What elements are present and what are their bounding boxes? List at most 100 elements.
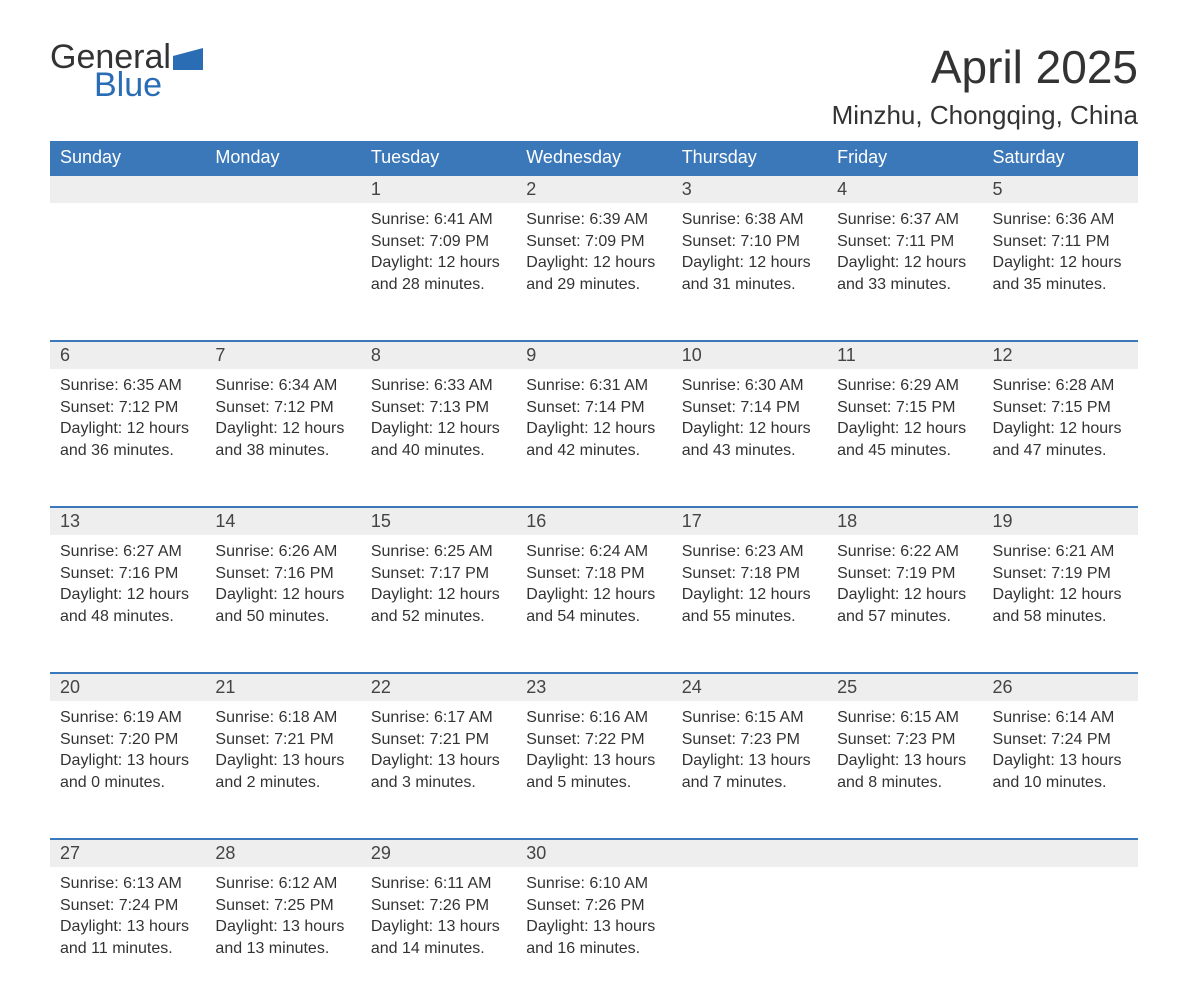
- daylight-line1: Daylight: 13 hours: [60, 916, 195, 938]
- sunrise-text: Sunrise: 6:18 AM: [215, 707, 350, 729]
- empty-day-number: [672, 839, 827, 867]
- daylight-line2: and 43 minutes.: [682, 440, 817, 462]
- day-content-row: Sunrise: 6:27 AMSunset: 7:16 PMDaylight:…: [50, 535, 1138, 673]
- sunset-text: Sunset: 7:23 PM: [837, 729, 972, 751]
- day-number: 6: [50, 341, 205, 369]
- sunset-text: Sunset: 7:13 PM: [371, 397, 506, 419]
- sunset-text: Sunset: 7:24 PM: [60, 895, 195, 917]
- empty-day-number: [205, 175, 360, 203]
- day-content-row: Sunrise: 6:19 AMSunset: 7:20 PMDaylight:…: [50, 701, 1138, 839]
- sunset-text: Sunset: 7:11 PM: [837, 231, 972, 253]
- daylight-line1: Daylight: 12 hours: [682, 418, 817, 440]
- sunset-text: Sunset: 7:19 PM: [993, 563, 1128, 585]
- daylight-line2: and 42 minutes.: [526, 440, 661, 462]
- daylight-line1: Daylight: 12 hours: [682, 584, 817, 606]
- daylight-line1: Daylight: 13 hours: [215, 750, 350, 772]
- day-number: 7: [205, 341, 360, 369]
- day-number: 21: [205, 673, 360, 701]
- day-number: 11: [827, 341, 982, 369]
- day-cell: Sunrise: 6:25 AMSunset: 7:17 PMDaylight:…: [361, 535, 516, 673]
- sunrise-text: Sunrise: 6:41 AM: [371, 209, 506, 231]
- daylight-line1: Daylight: 12 hours: [993, 418, 1128, 440]
- weekday-header: Sunday: [50, 141, 205, 175]
- day-number: 3: [672, 175, 827, 203]
- daylight-line1: Daylight: 13 hours: [526, 916, 661, 938]
- daylight-line1: Daylight: 12 hours: [371, 418, 506, 440]
- day-number-row: 20212223242526: [50, 673, 1138, 701]
- sunset-text: Sunset: 7:19 PM: [837, 563, 972, 585]
- sunrise-text: Sunrise: 6:33 AM: [371, 375, 506, 397]
- daylight-line2: and 3 minutes.: [371, 772, 506, 794]
- sunset-text: Sunset: 7:11 PM: [993, 231, 1128, 253]
- day-number: 24: [672, 673, 827, 701]
- day-cell: Sunrise: 6:10 AMSunset: 7:26 PMDaylight:…: [516, 867, 671, 1005]
- sunset-text: Sunset: 7:24 PM: [993, 729, 1128, 751]
- day-number: 14: [205, 507, 360, 535]
- sunset-text: Sunset: 7:18 PM: [526, 563, 661, 585]
- day-number: 19: [983, 507, 1138, 535]
- daylight-line1: Daylight: 12 hours: [371, 252, 506, 274]
- day-number: 13: [50, 507, 205, 535]
- day-cell: Sunrise: 6:15 AMSunset: 7:23 PMDaylight:…: [672, 701, 827, 839]
- day-cell: Sunrise: 6:38 AMSunset: 7:10 PMDaylight:…: [672, 203, 827, 341]
- daylight-line1: Daylight: 12 hours: [526, 252, 661, 274]
- daylight-line2: and 7 minutes.: [682, 772, 817, 794]
- daylight-line1: Daylight: 12 hours: [215, 584, 350, 606]
- daylight-line1: Daylight: 13 hours: [215, 916, 350, 938]
- day-cell: Sunrise: 6:11 AMSunset: 7:26 PMDaylight:…: [361, 867, 516, 1005]
- sunrise-text: Sunrise: 6:19 AM: [60, 707, 195, 729]
- month-title: April 2025: [832, 40, 1138, 94]
- sunset-text: Sunset: 7:16 PM: [215, 563, 350, 585]
- daylight-line1: Daylight: 13 hours: [837, 750, 972, 772]
- daylight-line2: and 16 minutes.: [526, 938, 661, 960]
- daylight-line2: and 40 minutes.: [371, 440, 506, 462]
- daylight-line1: Daylight: 12 hours: [993, 584, 1128, 606]
- daylight-line1: Daylight: 12 hours: [837, 418, 972, 440]
- day-number: 8: [361, 341, 516, 369]
- sunset-text: Sunset: 7:21 PM: [371, 729, 506, 751]
- day-cell: Sunrise: 6:31 AMSunset: 7:14 PMDaylight:…: [516, 369, 671, 507]
- sunset-text: Sunset: 7:09 PM: [526, 231, 661, 253]
- daylight-line2: and 45 minutes.: [837, 440, 972, 462]
- sunset-text: Sunset: 7:18 PM: [682, 563, 817, 585]
- day-number: 20: [50, 673, 205, 701]
- empty-day-number: [50, 175, 205, 203]
- daylight-line2: and 47 minutes.: [993, 440, 1128, 462]
- daylight-line2: and 11 minutes.: [60, 938, 195, 960]
- day-cell: Sunrise: 6:17 AMSunset: 7:21 PMDaylight:…: [361, 701, 516, 839]
- day-number: 9: [516, 341, 671, 369]
- day-cell: Sunrise: 6:18 AMSunset: 7:21 PMDaylight:…: [205, 701, 360, 839]
- day-cell: Sunrise: 6:34 AMSunset: 7:12 PMDaylight:…: [205, 369, 360, 507]
- weekday-header: Thursday: [672, 141, 827, 175]
- empty-day-cell: [672, 867, 827, 1005]
- empty-day-cell: [50, 203, 205, 341]
- weekday-header: Friday: [827, 141, 982, 175]
- day-number: 18: [827, 507, 982, 535]
- daylight-line1: Daylight: 13 hours: [371, 750, 506, 772]
- sunrise-text: Sunrise: 6:29 AM: [837, 375, 972, 397]
- daylight-line2: and 14 minutes.: [371, 938, 506, 960]
- sunrise-text: Sunrise: 6:31 AM: [526, 375, 661, 397]
- day-number: 22: [361, 673, 516, 701]
- empty-day-cell: [983, 867, 1138, 1005]
- empty-day-cell: [827, 867, 982, 1005]
- sunset-text: Sunset: 7:25 PM: [215, 895, 350, 917]
- day-cell: Sunrise: 6:16 AMSunset: 7:22 PMDaylight:…: [516, 701, 671, 839]
- sunset-text: Sunset: 7:26 PM: [526, 895, 661, 917]
- day-cell: Sunrise: 6:12 AMSunset: 7:25 PMDaylight:…: [205, 867, 360, 1005]
- page-header: General Blue April 2025 Minzhu, Chongqin…: [50, 40, 1138, 131]
- daylight-line1: Daylight: 13 hours: [60, 750, 195, 772]
- empty-day-number: [827, 839, 982, 867]
- weekday-header: Tuesday: [361, 141, 516, 175]
- daylight-line2: and 52 minutes.: [371, 606, 506, 628]
- sunrise-text: Sunrise: 6:24 AM: [526, 541, 661, 563]
- flag-icon: [173, 48, 203, 70]
- day-cell: Sunrise: 6:13 AMSunset: 7:24 PMDaylight:…: [50, 867, 205, 1005]
- day-cell: Sunrise: 6:29 AMSunset: 7:15 PMDaylight:…: [827, 369, 982, 507]
- sunrise-text: Sunrise: 6:30 AM: [682, 375, 817, 397]
- day-number: 16: [516, 507, 671, 535]
- day-number: 30: [516, 839, 671, 867]
- sunrise-text: Sunrise: 6:12 AM: [215, 873, 350, 895]
- day-cell: Sunrise: 6:19 AMSunset: 7:20 PMDaylight:…: [50, 701, 205, 839]
- daylight-line2: and 57 minutes.: [837, 606, 972, 628]
